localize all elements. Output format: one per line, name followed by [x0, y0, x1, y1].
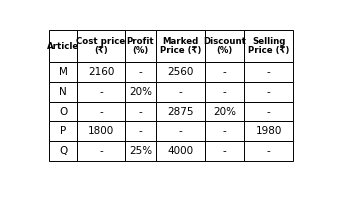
Bar [156, 30, 205, 62]
Bar [244, 82, 293, 102]
Bar [125, 122, 156, 141]
Text: -: - [267, 87, 270, 97]
Text: -: - [178, 87, 182, 97]
Text: Article: Article [47, 42, 80, 50]
Bar [156, 141, 205, 161]
Text: 2160: 2160 [88, 67, 114, 77]
Text: -: - [223, 67, 226, 77]
Text: Q: Q [59, 146, 67, 156]
Bar [77, 62, 125, 82]
Bar [77, 102, 125, 122]
Text: 1980: 1980 [255, 126, 282, 136]
Bar [125, 102, 156, 122]
Bar [50, 82, 77, 102]
Bar [205, 82, 244, 102]
Bar [244, 30, 293, 62]
Bar [156, 102, 205, 122]
Text: Marked
Price (₹): Marked Price (₹) [160, 37, 201, 55]
Text: -: - [99, 146, 103, 156]
Bar [77, 82, 125, 102]
Bar [244, 122, 293, 141]
Text: Selling
Price (₹): Selling Price (₹) [248, 37, 289, 55]
Text: -: - [139, 126, 142, 136]
Bar [77, 122, 125, 141]
Text: 4000: 4000 [167, 146, 194, 156]
Text: -: - [99, 107, 103, 117]
Text: Cost price
(₹): Cost price (₹) [76, 37, 126, 55]
Text: 2875: 2875 [167, 107, 194, 117]
Bar [50, 62, 77, 82]
Text: -: - [267, 67, 270, 77]
Bar [205, 62, 244, 82]
Bar [244, 141, 293, 161]
Bar [156, 62, 205, 82]
Bar [125, 30, 156, 62]
Text: 20%: 20% [129, 87, 152, 97]
Text: -: - [99, 87, 103, 97]
Text: M: M [59, 67, 68, 77]
Text: -: - [223, 87, 226, 97]
Bar [125, 82, 156, 102]
Bar [205, 141, 244, 161]
Bar [205, 122, 244, 141]
Text: Profit
(%): Profit (%) [127, 37, 154, 55]
Bar [205, 30, 244, 62]
Bar [244, 62, 293, 82]
Text: O: O [59, 107, 67, 117]
Bar [50, 122, 77, 141]
Bar [156, 122, 205, 141]
Text: -: - [267, 146, 270, 156]
Text: 25%: 25% [129, 146, 152, 156]
Text: P: P [60, 126, 67, 136]
Bar [50, 30, 77, 62]
Bar [50, 102, 77, 122]
Bar [205, 102, 244, 122]
Bar [77, 30, 125, 62]
Bar [156, 82, 205, 102]
Text: 2560: 2560 [167, 67, 194, 77]
Text: -: - [223, 126, 226, 136]
Bar [244, 102, 293, 122]
Text: 1800: 1800 [88, 126, 114, 136]
Bar [77, 141, 125, 161]
Text: -: - [223, 146, 226, 156]
Text: -: - [139, 67, 142, 77]
Text: Discount
(%): Discount (%) [203, 37, 246, 55]
Bar [125, 62, 156, 82]
Bar [50, 141, 77, 161]
Text: 20%: 20% [213, 107, 236, 117]
Text: N: N [59, 87, 67, 97]
Bar [125, 141, 156, 161]
Text: -: - [139, 107, 142, 117]
Text: -: - [267, 107, 270, 117]
Text: -: - [178, 126, 182, 136]
